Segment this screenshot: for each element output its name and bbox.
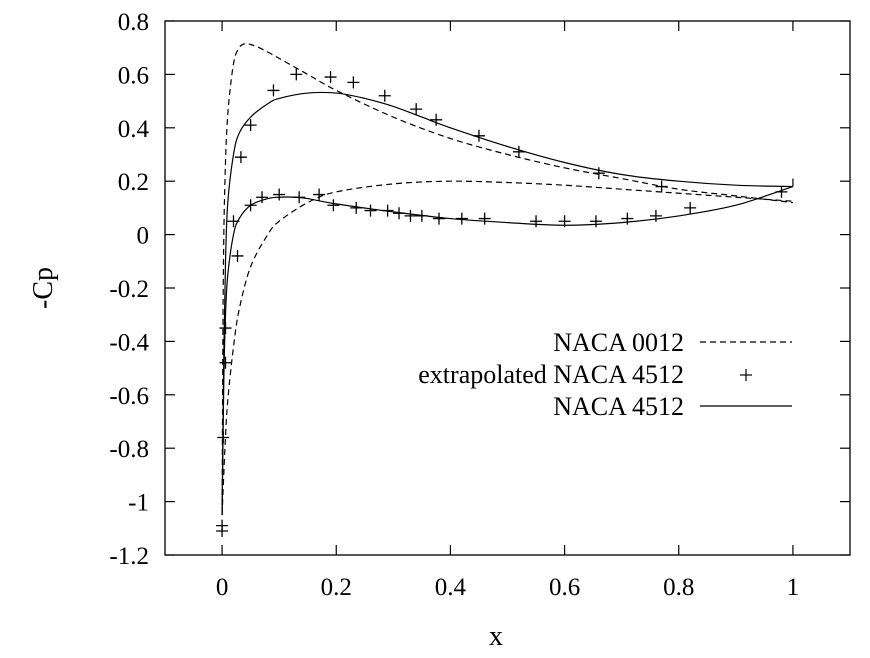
- y-tick-label-0: 0.8: [118, 9, 149, 36]
- data-point-13: [290, 68, 303, 81]
- data-point-27: [430, 113, 443, 126]
- data-point-15: [313, 188, 326, 201]
- data-point-35: [589, 215, 602, 228]
- x-tick-label-2: 0.4: [435, 574, 467, 601]
- y-axis-title: -Cp: [28, 267, 59, 309]
- data-point-31: [478, 212, 491, 225]
- data-point-39: [655, 180, 668, 193]
- y-tick-label-4: 0: [137, 223, 150, 250]
- y-tick-label-3: 0.2: [118, 169, 149, 196]
- data-point-17: [327, 199, 340, 212]
- x-tick-label-0: 0: [216, 574, 229, 601]
- x-tick-label-5: 1: [787, 574, 800, 601]
- data-point-24: [404, 209, 417, 222]
- data-point-20: [364, 204, 377, 217]
- y-tick-label-6: -0.4: [109, 329, 149, 356]
- y-tick-label-5: -0.2: [109, 276, 149, 303]
- series-naca-4512-upper: [221, 91, 793, 515]
- data-point-8: [244, 119, 257, 132]
- data-point-36: [592, 167, 605, 180]
- y-tick-label-8: -0.8: [109, 436, 149, 463]
- legend-label-naca-0012: NACA 0012: [553, 328, 684, 357]
- y-tick-label-1: 0.6: [118, 62, 149, 89]
- data-point-33: [530, 215, 543, 228]
- series-naca-0012-lower: [221, 180, 793, 515]
- data-point-29: [455, 212, 468, 225]
- y-tick-label-7: -0.6: [109, 383, 149, 410]
- x-tick-label-3: 0.6: [549, 574, 580, 601]
- series-naca-0012-upper: [221, 42, 793, 515]
- legend-sample-extrapolated-naca-4512: [740, 369, 752, 381]
- data-point-32: [512, 145, 525, 158]
- data-series: [216, 42, 794, 537]
- legend: NACA 0012 extrapolated NACA 4512 NACA 45…: [418, 328, 792, 421]
- axis-tick-labels: 0 0.2 0.4 0.6 0.8 1 0.8 0.6 0.4 0.2 0 -0.2 -0.4 -0.6 -…: [109, 9, 799, 601]
- data-point-25: [410, 103, 423, 116]
- y-tick-label-9: -1: [128, 490, 149, 517]
- y-tick-label-10: -1.2: [109, 543, 149, 570]
- plot-frame: [164, 20, 851, 556]
- x-axis-title: x: [489, 621, 503, 652]
- y-tick-label-2: 0.4: [118, 116, 150, 143]
- data-point-3: [219, 356, 232, 369]
- series-naca-4512-lower: [221, 185, 794, 515]
- data-point-21: [378, 89, 391, 102]
- data-point-6: [231, 249, 244, 262]
- data-point-10: [256, 191, 269, 204]
- data-point-28: [433, 212, 445, 225]
- data-point-16: [324, 71, 337, 84]
- legend-label-extrapolated-naca-4512: extrapolated NACA 4512: [418, 360, 684, 389]
- legend-label-naca-4512: NACA 4512: [553, 392, 684, 421]
- data-point-18: [347, 76, 360, 89]
- x-tick-label-1: 0.2: [321, 574, 352, 601]
- series-extrapolated-naca-4512: [216, 68, 788, 537]
- data-point-11: [267, 84, 280, 97]
- data-point-1: [216, 524, 229, 537]
- data-point-12: [273, 188, 286, 201]
- data-point-40: [684, 201, 697, 214]
- x-tick-label-4: 0.8: [663, 574, 694, 601]
- axis-ticks: [165, 20, 850, 556]
- data-point-7: [234, 151, 247, 164]
- data-point-38: [649, 209, 662, 222]
